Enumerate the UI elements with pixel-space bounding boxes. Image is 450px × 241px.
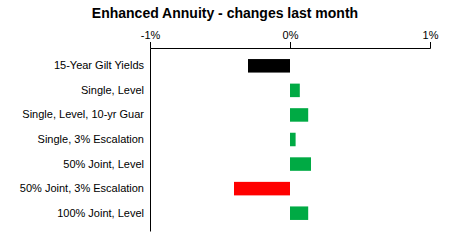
y-tick: 50% Joint, Level: [63, 158, 144, 170]
x-axis-line: [151, 42, 431, 49]
y-tick-label: 50% Joint, Level: [63, 158, 144, 170]
bar: [248, 59, 290, 73]
y-tick-label: Single, 3% Escalation: [38, 133, 144, 145]
y-axis-line: [150, 49, 151, 232]
y-tick: 15-Year Gilt Yields: [54, 59, 145, 71]
x-tick-mark: [150, 42, 151, 48]
x-tick-label: 0%: [283, 29, 299, 41]
y-tick-label: 50% Joint, 3% Escalation: [20, 182, 144, 194]
x-tick: 0%: [283, 29, 299, 48]
title: Enhanced Annuity - changes last month: [92, 5, 358, 21]
bar: [290, 206, 308, 220]
x-tick-mark: [290, 42, 291, 48]
y-tick: Single, 3% Escalation: [38, 133, 144, 145]
x-tick-label: -1%: [141, 29, 161, 41]
bar: [290, 108, 308, 122]
y-tick-label: Single, Level: [81, 84, 144, 96]
bars: [234, 59, 311, 220]
x-tick-mark: [430, 42, 431, 48]
chart: Enhanced Annuity - changes last month -1%…: [0, 0, 450, 241]
bar: [290, 133, 296, 147]
bar: [234, 182, 290, 196]
y-tick: 100% Joint, Level: [57, 207, 144, 219]
x-tick: -1%: [141, 29, 161, 48]
y-axis: 15-Year Gilt Yields Single, Level Single, …: [20, 49, 151, 232]
x-axis: -1% 0% 1%: [141, 29, 439, 49]
y-tick: Single, Level, 10-yr Guar: [22, 108, 144, 120]
y-tick: Single, Level: [81, 84, 144, 96]
y-tick-label: 100% Joint, Level: [57, 207, 144, 219]
x-tick: 1%: [423, 29, 439, 48]
bar: [290, 157, 311, 171]
y-tick-label: Single, Level, 10-yr Guar: [22, 108, 144, 120]
x-tick-label: 1%: [423, 29, 439, 41]
plot: -1% 0% 1% 15-Year Gilt Yields Single, Level S…: [20, 29, 439, 232]
y-tick: 50% Joint, 3% Escalation: [20, 182, 144, 194]
bar: [290, 84, 300, 98]
y-tick-label: 15-Year Gilt Yields: [54, 59, 145, 71]
